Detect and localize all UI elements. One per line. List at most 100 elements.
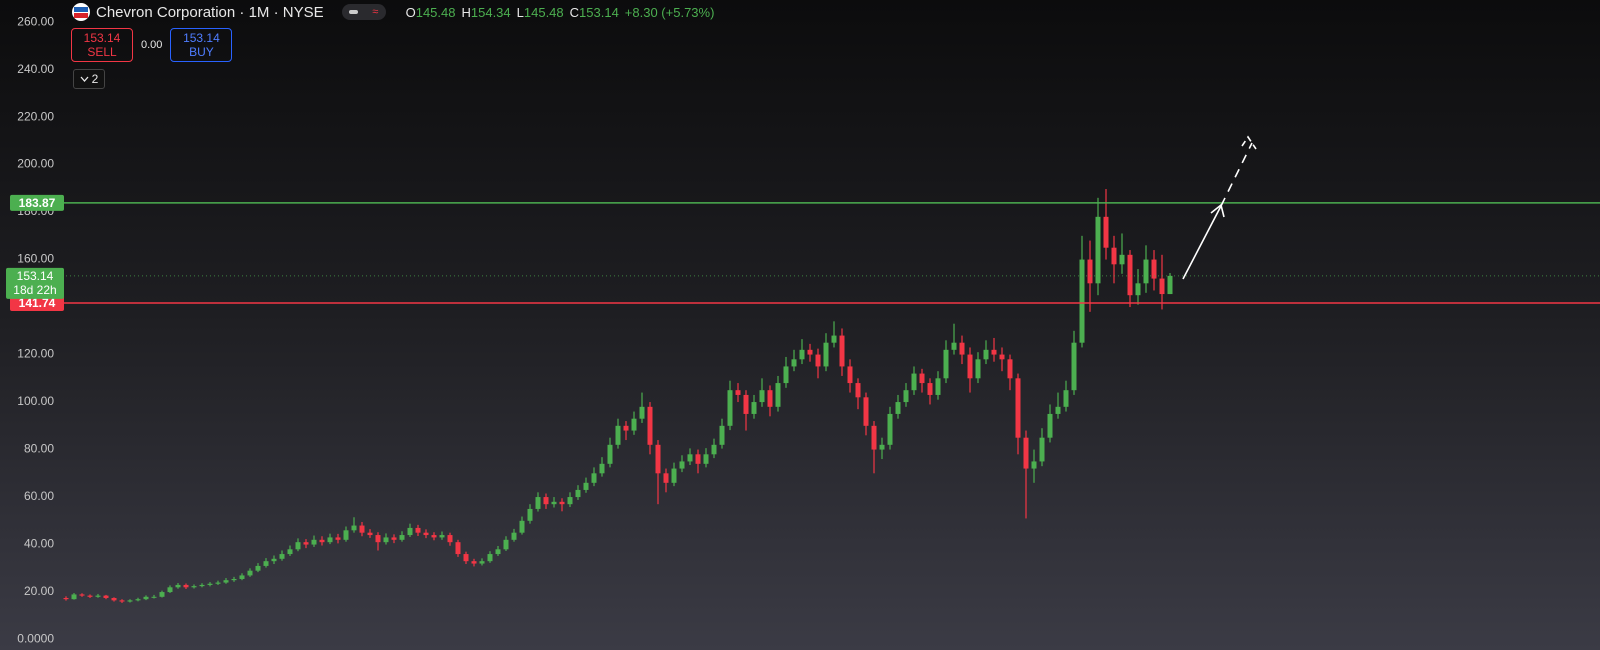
candle-body <box>487 554 493 562</box>
candle-body <box>1047 413 1053 438</box>
candle-body <box>631 418 637 431</box>
candle-body <box>431 535 437 538</box>
toggle[interactable]: ≈ <box>341 4 386 20</box>
candle-body <box>391 537 397 540</box>
price-line-badge <box>10 294 64 311</box>
candle-body <box>159 592 165 597</box>
candle-body <box>423 532 429 536</box>
candle-body <box>327 537 333 543</box>
candle-body <box>367 532 373 536</box>
buy-label: BUY <box>189 45 214 59</box>
price-line-label: 141.74 <box>19 296 56 310</box>
candle-body <box>583 482 589 490</box>
sell-label: SELL <box>87 45 117 59</box>
candle-body <box>479 561 485 564</box>
candle-body <box>727 390 733 426</box>
indicators-toggle[interactable]: 2 <box>73 69 105 89</box>
ohlc-value: 153.14 <box>579 4 619 20</box>
candle-body <box>135 599 141 601</box>
candle-body <box>119 600 125 602</box>
candle-body <box>799 349 805 360</box>
candle-body <box>719 425 725 445</box>
candle-body <box>783 366 789 384</box>
candle-body <box>975 359 981 379</box>
candle-body <box>1039 437 1045 462</box>
candle-body <box>191 586 197 588</box>
candle-body <box>599 463 605 474</box>
candle-body <box>79 594 85 596</box>
ohlc-key: L <box>516 4 524 20</box>
candle-body <box>447 535 453 543</box>
y-tick-label: 60.00 <box>24 489 54 503</box>
candle-body <box>703 454 709 464</box>
candle-body <box>895 402 901 414</box>
candle-body <box>623 425 629 431</box>
candle-body <box>591 473 597 483</box>
candle-body <box>343 530 349 540</box>
y-tick-label: 200.00 <box>17 157 54 171</box>
y-tick-label: 240.00 <box>17 62 54 76</box>
candle-body <box>231 578 237 581</box>
candle-body <box>1023 437 1029 469</box>
candle-body <box>1095 216 1101 284</box>
candle-body <box>215 582 221 584</box>
candle-body <box>1103 216 1109 248</box>
candle-body <box>1071 342 1077 391</box>
chevron <box>80 76 89 82</box>
y-tick-label: 220.00 <box>17 109 54 123</box>
candle-body <box>1007 359 1013 379</box>
arrow-solid <box>1182 205 1222 280</box>
candle-body <box>71 594 77 600</box>
candle-body <box>807 349 813 355</box>
candle-body <box>575 489 581 498</box>
candle-body <box>695 454 701 464</box>
candle-body <box>983 349 989 360</box>
candle-body <box>743 394 749 414</box>
symbol-title[interactable]: Chevron Corporation · 1M · NYSE <box>96 3 324 21</box>
candle-body <box>175 584 181 588</box>
candle-body <box>551 501 557 505</box>
sell-button[interactable]: 153.14 SELL <box>71 28 133 62</box>
candle-body <box>567 497 573 505</box>
candle-body <box>239 575 245 579</box>
candle-body <box>87 595 93 597</box>
candle-body <box>383 537 389 543</box>
candle-body <box>111 597 117 601</box>
candle-body <box>967 354 973 379</box>
candle-body <box>839 335 845 367</box>
sell-price: 153.14 <box>83 31 121 45</box>
candle-body <box>95 595 101 597</box>
candle-body <box>271 558 277 562</box>
logo <box>72 3 90 21</box>
y-tick-label: 20.00 <box>24 584 54 598</box>
candle-body <box>767 390 773 407</box>
last-price-badge <box>6 267 64 299</box>
ohlc-key: H <box>461 4 471 20</box>
y-tick-label: 260.00 <box>17 14 54 28</box>
candle-body <box>1119 254 1125 265</box>
candle-body <box>295 542 301 550</box>
candle-body <box>943 349 949 379</box>
indicators-count: 2 <box>91 72 99 86</box>
candle-body <box>647 406 653 445</box>
candle-body <box>791 359 797 367</box>
y-tick-label: 120.00 <box>17 347 54 361</box>
candle-body <box>927 383 933 395</box>
candle-body <box>871 425 877 450</box>
candle-body <box>735 390 741 395</box>
candle-body <box>615 425 621 445</box>
buy-button[interactable]: 153.14 BUY <box>170 28 233 62</box>
trend-arrow <box>1182 135 1257 280</box>
price-line-badge <box>10 194 64 211</box>
candle-body <box>1079 259 1085 343</box>
candle-body <box>495 549 501 555</box>
candle-body <box>223 580 229 583</box>
ohlc-key: C <box>569 4 580 20</box>
candle-body <box>951 342 957 350</box>
candle-body <box>535 497 541 509</box>
candle-body <box>1015 378 1021 438</box>
price-line-label: 183.87 <box>19 196 56 210</box>
candle-body <box>759 390 765 403</box>
